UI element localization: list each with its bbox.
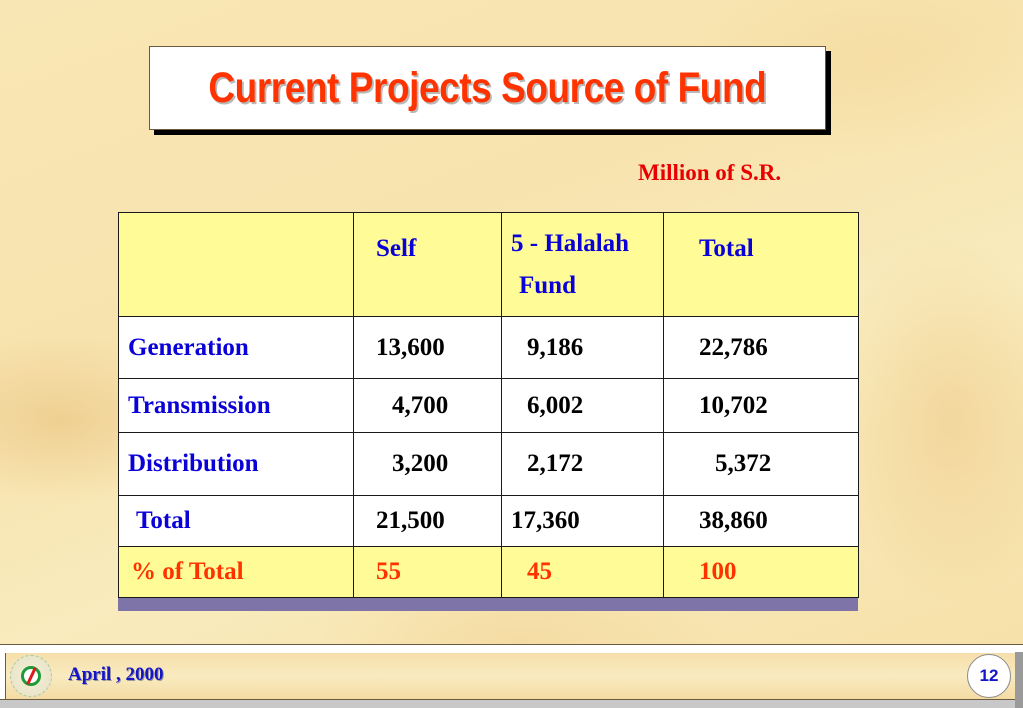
footer-left-cap bbox=[0, 653, 6, 699]
cell-transmission-self: 4,700 bbox=[353, 378, 502, 433]
cell-total-self: 21,500 bbox=[353, 495, 502, 547]
row-label-distribution: Distribution bbox=[118, 432, 354, 496]
header-cell-halalah: 5 - Halalah Fund bbox=[501, 212, 664, 317]
page-number: 12 bbox=[979, 666, 999, 685]
table-row: Total 21,500 17,360 38,860 bbox=[118, 495, 859, 547]
page-number-badge: 12 bbox=[967, 654, 1011, 698]
row-label-generation: Generation bbox=[118, 316, 354, 379]
table-row: Distribution 3,200 2,172 5,372 bbox=[118, 432, 859, 496]
cell-transmission-total: 10,702 bbox=[663, 378, 859, 433]
table-shadow bbox=[118, 597, 858, 611]
header-cell-self: Self bbox=[353, 212, 502, 317]
row-label-transmission: Transmission bbox=[118, 378, 354, 433]
footer-bar bbox=[0, 653, 1023, 700]
slide-title: Current Projects Source of Fund bbox=[208, 63, 767, 112]
source-of-fund-table: Self 5 - Halalah Fund Total Generation 1… bbox=[118, 212, 859, 598]
cell-total-total: 38,860 bbox=[663, 495, 859, 547]
header-cell-total: Total bbox=[663, 212, 859, 317]
footer-right-cap bbox=[1015, 652, 1023, 708]
header-halalah-line2: Fund bbox=[519, 272, 576, 299]
cell-generation-self: 13,600 bbox=[353, 316, 502, 379]
slide-title-box: Current Projects Source of Fund bbox=[149, 46, 826, 130]
percent-row: % of Total 55 45 100 bbox=[118, 546, 859, 598]
header-halalah-line1: 5 - Halalah bbox=[511, 230, 630, 257]
header-total-label: Total bbox=[699, 235, 754, 262]
cell-total-halalah: 17,360 bbox=[501, 495, 664, 547]
unit-label: Million of S.R. bbox=[638, 160, 782, 185]
row-label-total: Total bbox=[118, 495, 354, 547]
cell-percent-total: 100 bbox=[663, 546, 859, 598]
footer-base bbox=[0, 700, 1023, 708]
header-cell-empty bbox=[118, 212, 354, 317]
footer-date: April , 2000 bbox=[68, 664, 164, 685]
row-label-percent: % of Total bbox=[118, 546, 354, 598]
table-header-row: Self 5 - Halalah Fund Total bbox=[118, 212, 859, 317]
compass-emblem-icon bbox=[10, 655, 52, 697]
cell-distribution-self: 3,200 bbox=[353, 432, 502, 496]
table-row: Transmission 4,700 6,002 10,702 bbox=[118, 378, 859, 433]
cell-distribution-halalah: 2,172 bbox=[501, 432, 664, 496]
cell-distribution-total: 5,372 bbox=[663, 432, 859, 496]
fund-table-container: Self 5 - Halalah Fund Total Generation 1… bbox=[118, 212, 859, 598]
header-self-label: Self bbox=[376, 235, 417, 262]
cell-percent-self: 55 bbox=[353, 546, 502, 598]
cell-generation-total: 22,786 bbox=[663, 316, 859, 379]
cell-percent-halalah: 45 bbox=[501, 546, 664, 598]
cell-transmission-halalah: 6,002 bbox=[501, 378, 664, 433]
cell-generation-halalah: 9,186 bbox=[501, 316, 664, 379]
table-row: Generation 13,600 9,186 22,786 bbox=[118, 316, 859, 379]
